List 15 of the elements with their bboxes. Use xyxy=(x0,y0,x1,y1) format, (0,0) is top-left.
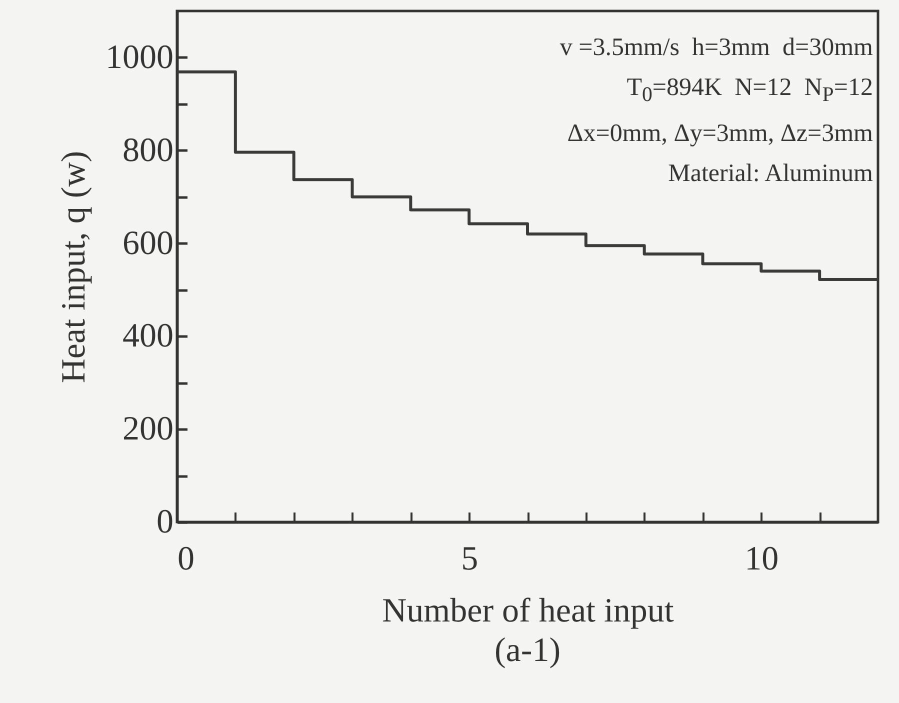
y-tick-label: 0 xyxy=(156,504,174,540)
annotation: v =3.5mm/s h=3mm d=30mm xyxy=(560,33,873,63)
annotation: Material: Aluminum xyxy=(667,159,873,189)
x-axis-title: Number of heat input xyxy=(382,592,674,630)
text: (a-1) xyxy=(494,632,561,669)
annotation: Δx=0mm, Δy=3mm, Δz=3mm xyxy=(566,119,873,149)
annotation: T$_{0}$=894K N=12 N$_{P}$=12 xyxy=(626,73,873,108)
x-tick-label: 5 xyxy=(461,540,478,578)
y-axis-title: Heat input, q (w) xyxy=(56,150,92,384)
y-tick-label: 600 xyxy=(122,224,174,262)
y-tick-label: 800 xyxy=(122,132,174,169)
x-tick-label: 10 xyxy=(744,540,779,578)
y-tick-label: 400 xyxy=(122,318,174,355)
y-tick-label: 1000 xyxy=(106,38,174,76)
y-tick-label: 200 xyxy=(122,410,174,448)
